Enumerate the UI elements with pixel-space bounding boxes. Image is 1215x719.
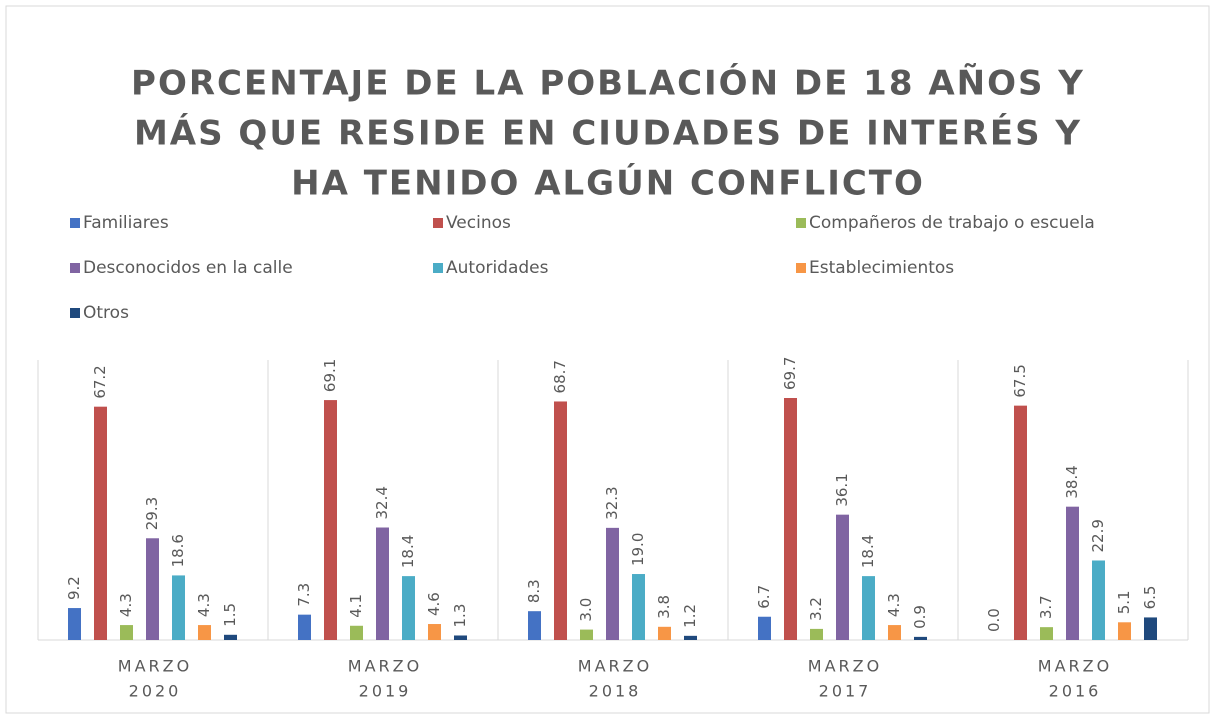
- legend-swatch: [70, 218, 80, 228]
- bar: [376, 527, 389, 640]
- data-label: 19.0: [629, 533, 647, 566]
- data-label: 0.0: [985, 608, 1003, 632]
- data-label: 36.1: [833, 473, 851, 506]
- data-label: 1.5: [221, 603, 239, 627]
- data-label: 3.2: [807, 597, 825, 621]
- data-label: 38.4: [1063, 465, 1081, 498]
- x-tick-label: 2017: [819, 682, 872, 701]
- bar: [1014, 405, 1027, 640]
- data-label: 18.4: [859, 535, 877, 568]
- legend-swatch: [796, 218, 806, 228]
- data-label: 5.1: [1115, 590, 1133, 614]
- data-label: 22.9: [1089, 519, 1107, 552]
- x-tick-label: 2018: [589, 682, 642, 701]
- bar: [684, 635, 697, 640]
- data-label: 4.1: [347, 594, 365, 618]
- legend-swatch: [433, 218, 443, 228]
- bar: [1144, 617, 1157, 640]
- bar: [914, 636, 927, 640]
- data-label: 9.2: [65, 576, 83, 600]
- data-label: 67.5: [1011, 364, 1029, 397]
- bar: [554, 401, 567, 640]
- data-label: 4.3: [885, 593, 903, 617]
- legend-label: Otros: [83, 303, 129, 323]
- data-label: 7.3: [295, 583, 313, 607]
- data-label: 4.3: [117, 593, 135, 617]
- bar: [632, 574, 645, 640]
- data-label: 68.7: [551, 360, 569, 393]
- data-label: 69.7: [781, 357, 799, 390]
- bar: [758, 616, 771, 640]
- bar: [836, 514, 849, 640]
- legend-label: Vecinos: [446, 213, 511, 233]
- legend-label: Establecimientos: [809, 258, 954, 278]
- bar: [120, 625, 133, 640]
- x-tick-label: MARZO: [1038, 657, 1112, 676]
- data-label: 4.3: [195, 593, 213, 617]
- data-label: 6.7: [755, 585, 773, 609]
- bar: [94, 406, 107, 640]
- chart-title: MÁS QUE RESIDE EN CIUDADES DE INTERÉS Y: [134, 113, 1082, 154]
- data-label: 18.4: [399, 535, 417, 568]
- data-label: 0.9: [911, 605, 929, 629]
- bar: [888, 625, 901, 640]
- bar: [402, 576, 415, 640]
- data-label: 4.6: [425, 592, 443, 616]
- bar: [580, 629, 593, 640]
- bar: [68, 608, 81, 640]
- data-label: 18.6: [169, 534, 187, 567]
- data-label: 6.5: [1141, 586, 1159, 610]
- bar: [810, 628, 823, 640]
- bar: [528, 611, 541, 640]
- bar: [198, 625, 211, 640]
- x-tick-label: 2019: [359, 682, 412, 701]
- data-label: 3.8: [655, 595, 673, 619]
- data-label: 67.2: [91, 365, 109, 398]
- data-label: 69.1: [321, 359, 339, 392]
- bar: [298, 614, 311, 640]
- chart-title: HA TENIDO ALGÚN CONFLICTO: [291, 163, 925, 204]
- bar: [1040, 627, 1053, 640]
- legend-label: Desconocidos en la calle: [83, 258, 293, 278]
- legend-label: Compañeros de trabajo o escuela: [809, 213, 1095, 233]
- legend-label: Autoridades: [446, 258, 549, 278]
- data-label: 1.3: [451, 604, 469, 628]
- legend-swatch: [796, 263, 806, 273]
- legend-swatch: [433, 263, 443, 273]
- data-label: 32.4: [373, 486, 391, 519]
- legend-swatch: [70, 263, 80, 273]
- bar: [862, 576, 875, 640]
- bar: [172, 575, 185, 640]
- chart-title: PORCENTAJE DE LA POBLACIÓN DE 18 AÑOS Y: [131, 63, 1085, 104]
- x-tick-label: MARZO: [348, 657, 422, 676]
- data-label: 3.7: [1037, 595, 1055, 619]
- data-label: 32.3: [603, 486, 621, 519]
- data-label: 3.0: [577, 598, 595, 622]
- x-tick-label: MARZO: [578, 657, 652, 676]
- bar: [784, 398, 797, 640]
- bar: [1092, 560, 1105, 640]
- bar: [428, 624, 441, 640]
- bar: [324, 400, 337, 640]
- data-label: 8.3: [525, 579, 543, 603]
- bar: [454, 635, 467, 640]
- x-tick-label: MARZO: [808, 657, 882, 676]
- data-label: 29.3: [143, 497, 161, 530]
- data-label: 1.2: [681, 604, 699, 628]
- legend-label: Familiares: [83, 213, 169, 233]
- bar: [1118, 622, 1131, 640]
- x-tick-label: 2020: [129, 682, 182, 701]
- bar: [1066, 506, 1079, 640]
- bar: [350, 625, 363, 640]
- bar: [224, 634, 237, 640]
- x-tick-label: 2016: [1049, 682, 1102, 701]
- bar: [606, 527, 619, 640]
- bar: [146, 538, 159, 640]
- legend-swatch: [70, 308, 80, 318]
- bar: [658, 626, 671, 640]
- x-tick-label: MARZO: [118, 657, 192, 676]
